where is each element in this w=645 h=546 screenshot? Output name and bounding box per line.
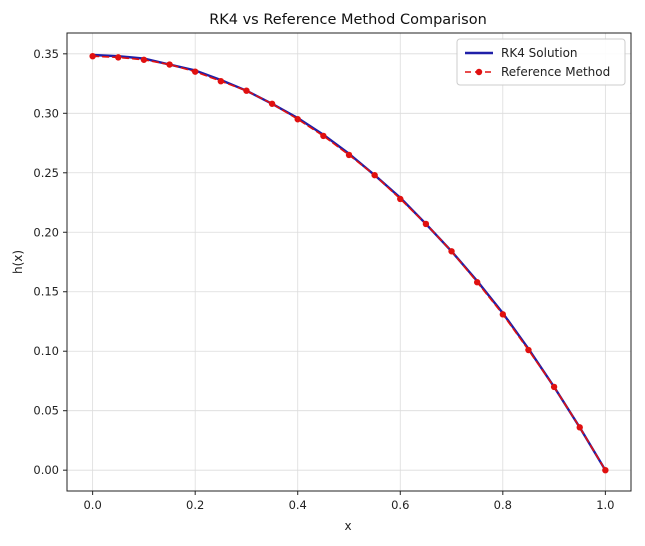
y-tick-label: 0.10: [33, 344, 59, 358]
x-tick-label: 0.6: [391, 498, 409, 512]
data-point: [448, 248, 455, 255]
y-tick-label: 0.15: [33, 285, 59, 299]
y-tick-label: 0.30: [33, 106, 59, 120]
data-point: [243, 87, 250, 94]
data-point: [345, 151, 353, 159]
data-point: [217, 77, 225, 85]
y-tick-label: 0.05: [33, 404, 59, 418]
legend-label: RK4 Solution: [501, 46, 578, 60]
x-tick-label: 1.0: [596, 498, 614, 512]
legend: RK4 Solution Reference Method: [456, 38, 626, 86]
data-point: [115, 54, 122, 61]
data-point: [499, 311, 507, 318]
y-tick-label: 0.35: [33, 47, 59, 61]
data-point: [371, 171, 378, 179]
y-tick-label: 0.25: [33, 166, 59, 180]
x-tick-label: 0.4: [289, 498, 307, 512]
legend-label: Reference Method: [501, 65, 610, 79]
x-tick-label: 0.2: [186, 498, 204, 512]
chart-title: RK4 vs Reference Method Comparison: [209, 12, 487, 28]
data-point: [473, 279, 481, 286]
legend-box: [456, 38, 626, 86]
data-point: [166, 61, 173, 68]
data-point: [191, 68, 199, 75]
data-point: [576, 424, 583, 431]
y-tick-label: 0.00: [33, 463, 59, 477]
data-point: [294, 116, 301, 123]
x-tick-label: 0.0: [83, 498, 101, 512]
plot-series: [89, 52, 609, 474]
x-tick-label: 0.8: [494, 498, 512, 512]
data-point: [422, 220, 430, 228]
data-point: [602, 466, 609, 474]
data-point: [89, 52, 96, 60]
data-point: [397, 195, 404, 203]
grid: [67, 33, 631, 491]
data-point: [140, 56, 148, 63]
y-axis-label: h(x): [11, 250, 25, 274]
axis-ticks: 0.0 0.2 0.4 0.6 0.8 1.0 0.00 0.05 0.10 0.15 0.20 0.…: [33, 47, 614, 512]
data-point: [320, 132, 327, 140]
legend-marker: [475, 68, 483, 76]
x-axis-label: x: [344, 519, 351, 533]
plot-area-frame: [66, 32, 632, 492]
data-point: [550, 383, 558, 391]
data-point: [525, 346, 532, 354]
data-point: [268, 100, 276, 107]
y-tick-label: 0.20: [33, 225, 59, 239]
